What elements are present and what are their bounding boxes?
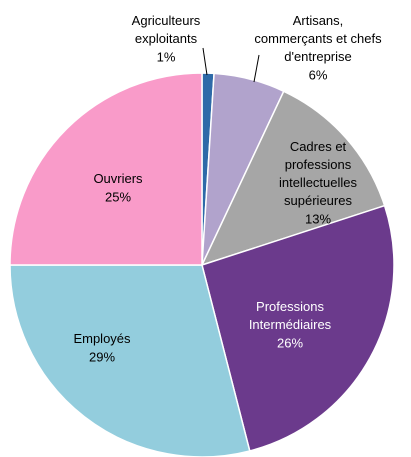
slice-label: Ouvriers: [93, 171, 143, 186]
label-line: Intermédiaires: [249, 317, 332, 332]
slice-label: Employés: [73, 331, 131, 346]
label-line: Ouvriers: [93, 171, 143, 186]
label-line: Cadres et: [290, 139, 347, 154]
label-line: professions: [285, 157, 352, 172]
label-line: d'entreprise: [284, 49, 352, 64]
value-label: 1%: [157, 49, 176, 64]
slice-label: Cadres et professions intellectuelles supér…: [279, 139, 358, 208]
label-line: Employés: [73, 331, 131, 346]
leader-line: [202, 47, 208, 76]
label-line: supérieures: [284, 193, 352, 208]
value-label: 6%: [309, 67, 328, 82]
label-line: intellectuelles: [279, 175, 358, 190]
label-line: commerçants et chefs: [254, 31, 382, 46]
value-label: 29%: [89, 349, 115, 364]
slice-label: Professions Intermédiaires: [249, 299, 332, 332]
value-label: 13%: [305, 211, 331, 226]
value-label: 25%: [105, 189, 131, 204]
value-label: 26%: [277, 335, 303, 350]
pie-slice: [200, 90, 386, 267]
label-line: Professions: [256, 299, 324, 314]
slice-label: Agriculteurs exploitants: [132, 13, 201, 46]
label-line: Artisans,: [293, 13, 344, 28]
pie-slice: [9, 72, 203, 266]
leader-line: [253, 54, 260, 83]
pie-slice: [201, 204, 395, 452]
slice-label: Artisans, commerçants et chefs d'entrepris…: [254, 13, 382, 64]
label-line: exploitants: [135, 31, 198, 46]
label-line: Agriculteurs: [132, 13, 201, 28]
